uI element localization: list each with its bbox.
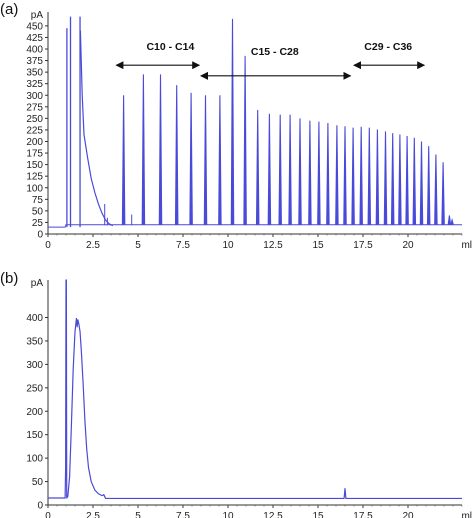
chart-panel-a: (a) pA02550751001251501752002252502753003… bbox=[0, 1, 472, 251]
panel-label-b: (b) bbox=[0, 270, 18, 287]
alkane-peak bbox=[426, 146, 431, 225]
alkane-peak bbox=[412, 137, 417, 225]
x-tick-label-b: 17.5 bbox=[353, 511, 373, 518]
y-tick-label-a: 375 bbox=[26, 56, 43, 67]
x-tick-label-a: 15 bbox=[312, 240, 324, 251]
range-label: C10 - C14 bbox=[146, 41, 194, 53]
alkane-peak bbox=[450, 217, 454, 225]
alkane-peak bbox=[189, 92, 193, 225]
x-tick-label-a: 2.5 bbox=[86, 240, 100, 251]
y-tick-label-a: 350 bbox=[26, 68, 43, 79]
alkane-peak bbox=[447, 215, 452, 225]
y-tick-label-a: 50 bbox=[32, 206, 44, 217]
y-tick-label-a: 175 bbox=[26, 149, 43, 160]
x-axis-unit-b: ml bbox=[461, 511, 472, 518]
x-tick-label-a: 20 bbox=[402, 240, 414, 251]
alkane-peak bbox=[298, 118, 302, 225]
alkane-peak bbox=[317, 121, 321, 225]
x-tick-label-a: 7.5 bbox=[176, 240, 190, 251]
chart-panel-b: (b) pA 0 50 100 150 200 250 300 350 400 0 2.5 5 7.5 10 1… bbox=[0, 270, 472, 518]
y-tick-label-b: 250 bbox=[26, 383, 43, 394]
x-tick-label-b: 15 bbox=[312, 511, 324, 518]
alkane-peak bbox=[243, 55, 247, 225]
y-tick-label-b: 400 bbox=[26, 313, 43, 324]
x-tick-label-a: 17.5 bbox=[353, 240, 373, 251]
alkane-peak bbox=[230, 18, 235, 225]
y-axis-unit-b: pA bbox=[31, 278, 44, 289]
x-tick-label-a: 0 bbox=[45, 240, 51, 251]
alkane-peak bbox=[367, 127, 372, 225]
chromatogram-trace-b bbox=[48, 279, 462, 500]
alkane-peak bbox=[308, 120, 312, 225]
x-tick-label-b: 7.5 bbox=[176, 511, 190, 518]
x-tick-label-b: 0 bbox=[45, 511, 51, 518]
alkane-peak bbox=[434, 154, 438, 225]
y-tick-label-b: 150 bbox=[26, 430, 43, 441]
y-tick-label-b: 0 bbox=[37, 501, 43, 512]
range-label: C29 - C36 bbox=[364, 41, 412, 53]
alkane-peak bbox=[203, 95, 208, 225]
alkane-peak bbox=[390, 133, 395, 225]
y-tick-label-a: 200 bbox=[26, 137, 43, 148]
solvent-tail bbox=[79, 30, 114, 227]
y-tick-label-a: 75 bbox=[32, 195, 44, 206]
y-tick-label-a: 225 bbox=[26, 125, 43, 136]
y-axis-unit-a: pA bbox=[31, 10, 44, 21]
y-tick-label-a: 0 bbox=[37, 230, 43, 241]
alkane-peak bbox=[158, 74, 163, 225]
x-axis-unit-a: ml bbox=[461, 240, 472, 251]
panel-label-a: (a) bbox=[0, 1, 18, 18]
alkane-peak bbox=[343, 126, 347, 225]
alkane-peak bbox=[288, 114, 292, 225]
y-tick-label-b: 300 bbox=[26, 360, 43, 371]
y-tick-label-a: 150 bbox=[26, 160, 43, 171]
y-tick-label-a: 275 bbox=[26, 102, 43, 113]
y-tick-label-a: 100 bbox=[26, 183, 43, 194]
y-tick-label-a: 425 bbox=[26, 33, 43, 44]
range-label: C15 - C28 bbox=[251, 46, 299, 58]
alkane-peak bbox=[255, 110, 260, 225]
alkane-peak bbox=[419, 141, 424, 225]
alkane-peak bbox=[375, 129, 380, 225]
y-tick-label-a: 25 bbox=[32, 218, 44, 229]
alkane-peak bbox=[405, 135, 409, 225]
alkane-peak bbox=[335, 125, 339, 225]
alkane-peak bbox=[267, 113, 272, 225]
y-tick-label-a: 400 bbox=[26, 45, 43, 56]
alkane-peak bbox=[141, 74, 146, 225]
y-tick-label-b: 350 bbox=[26, 336, 43, 347]
y-tick-label-a: 250 bbox=[26, 114, 43, 125]
alkane-peak bbox=[326, 122, 330, 225]
baseline-trace-a bbox=[48, 224, 462, 228]
alkane-peak bbox=[121, 95, 126, 225]
alkane-peak bbox=[383, 131, 388, 225]
x-tick-label-b: 12.5 bbox=[263, 511, 283, 518]
alkane-peak bbox=[351, 127, 355, 225]
alkane-peak bbox=[278, 114, 282, 225]
alkane-peak bbox=[398, 134, 402, 225]
y-tick-label-b: 50 bbox=[32, 477, 44, 488]
alkane-peak bbox=[359, 126, 363, 225]
alkane-peak bbox=[441, 162, 445, 225]
y-tick-label-a: 325 bbox=[26, 79, 43, 90]
y-tick-label-b: 100 bbox=[26, 454, 43, 465]
x-tick-label-b: 20 bbox=[402, 511, 414, 518]
y-tick-label-a: 125 bbox=[26, 172, 43, 183]
x-tick-label-b: 10 bbox=[222, 511, 234, 518]
alkane-peak bbox=[174, 85, 179, 225]
x-tick-label-b: 2.5 bbox=[86, 511, 100, 518]
y-tick-label-b: 200 bbox=[26, 407, 43, 418]
x-tick-label-a: 10 bbox=[222, 240, 234, 251]
y-tick-label-a: 300 bbox=[26, 91, 43, 102]
y-tick-label-a: 450 bbox=[26, 21, 43, 32]
x-tick-label-a: 5 bbox=[135, 240, 141, 251]
alkane-peak bbox=[218, 95, 222, 225]
x-tick-label-a: 12.5 bbox=[263, 240, 283, 251]
x-tick-label-b: 5 bbox=[135, 511, 141, 518]
